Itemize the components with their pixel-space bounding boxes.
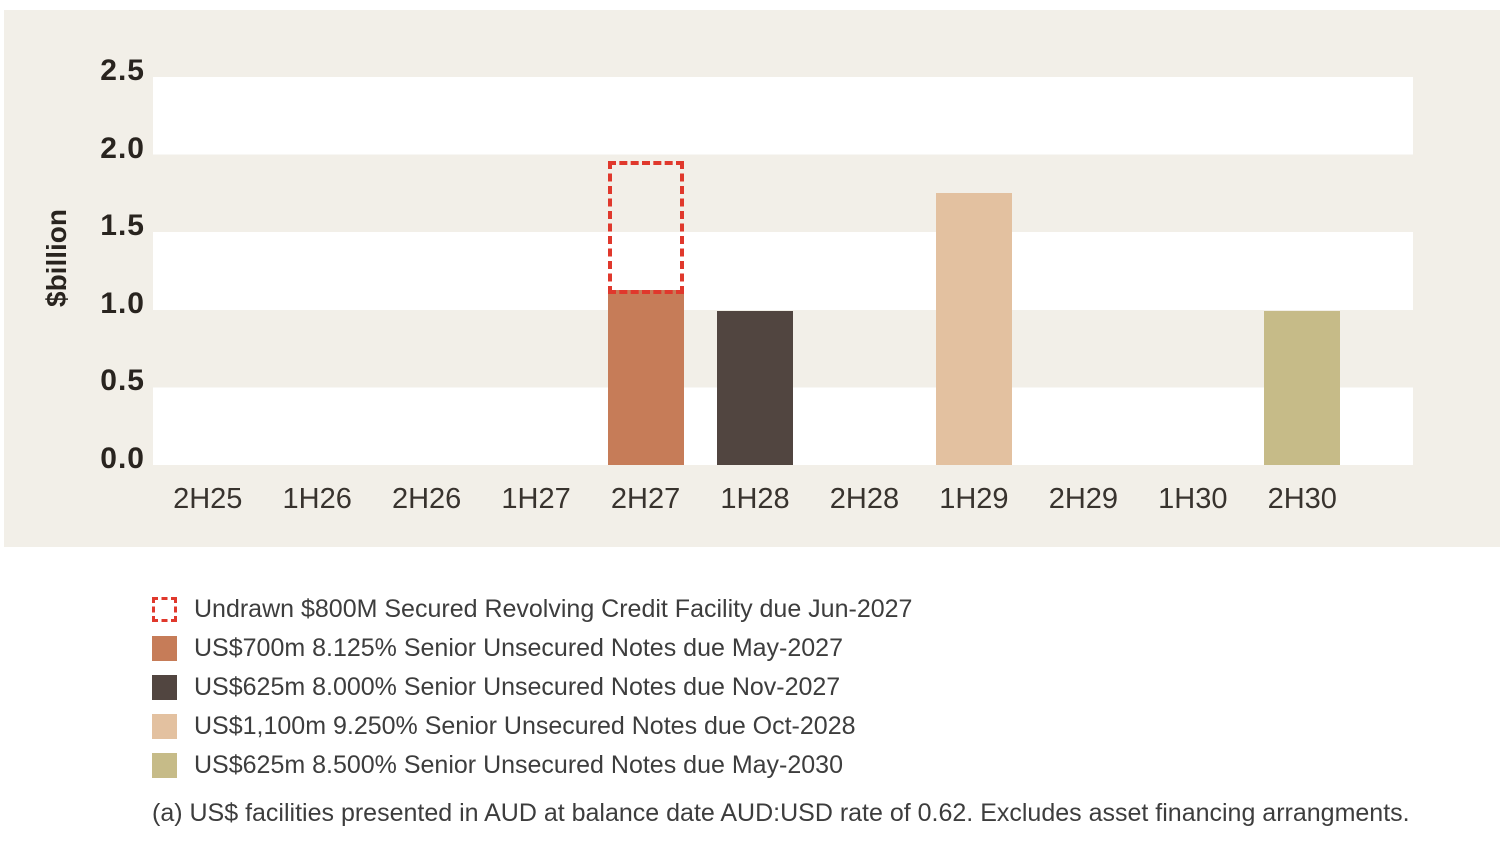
olive-swatch-icon	[152, 753, 177, 778]
legend-item-label: US$700m 8.125% Senior Unsecured Notes du…	[194, 634, 843, 662]
bar-2h27	[607, 289, 684, 465]
category-slot-2h25	[153, 77, 262, 465]
category-slot-1h26	[262, 77, 371, 465]
legend-item-label: US$1,100m 9.250% Senior Unsecured Notes …	[194, 712, 856, 740]
category-slot-2h28	[810, 77, 919, 465]
footnote: (a) US$ facilities presented in AUD at b…	[152, 799, 1410, 827]
y-axis: 2.5 2.0 1.5 1.0 0.5 0.0	[4, 10, 145, 547]
dark-brown-swatch-icon	[152, 675, 177, 700]
orange-swatch-icon	[152, 636, 177, 661]
category-slot-1h29	[919, 77, 1028, 465]
x-axis-tick-label: 2H27	[610, 483, 681, 515]
legend-item-notes-may-2027: US$700m 8.125% Senior Unsecured Notes du…	[152, 634, 912, 662]
chart-legend: Undrawn $800M Secured Revolving Credit F…	[152, 595, 913, 791]
category-slot-2h26	[372, 77, 481, 465]
category-slot-1h27	[481, 77, 590, 465]
legend-item-label: US$625m 8.500% Senior Unsecured Notes du…	[194, 751, 843, 779]
bar-1h28	[716, 311, 793, 465]
x-axis: 2H25 1H26 2H26 1H27 2H27 1H28 2H28 1H29 2H29 1H30…	[153, 483, 1357, 517]
y-axis-title: $billion	[41, 209, 72, 307]
x-axis-tick-label: 1H26	[282, 483, 352, 515]
legend-item-notes-nov-2027: US$625m 8.000% Senior Unsecured Notes du…	[152, 673, 912, 701]
legend-item-notes-may-2030: US$625m 8.500% Senior Unsecured Notes du…	[152, 751, 912, 779]
category-slot-1h30	[1138, 77, 1247, 465]
category-slot-1h28	[700, 77, 809, 465]
tan-swatch-icon	[152, 714, 177, 739]
x-axis-tick-label: 1H30	[1158, 483, 1228, 515]
legend-item-notes-oct-2028: US$1,100m 9.250% Senior Unsecured Notes …	[152, 712, 912, 740]
category-slot-2h29	[1029, 77, 1138, 465]
legend-item-label: US$625m 8.000% Senior Unsecured Notes du…	[194, 673, 841, 701]
bars-layer	[153, 77, 1357, 465]
category-slot-2h27	[591, 77, 700, 465]
legend-item-undrawn-revolver: Undrawn $800M Secured Revolving Credit F…	[152, 595, 913, 623]
undrawn-revolver-dashed-outline	[607, 161, 684, 294]
y-axis-tick-label: 0.0	[100, 442, 145, 475]
y-axis-tick-label: 1.0	[100, 286, 145, 320]
x-axis-tick-label: 1H27	[501, 483, 571, 515]
x-axis-tick-label: 2H30	[1267, 483, 1337, 515]
category-slot-2h30	[1248, 77, 1357, 465]
x-axis-tick-label: 2H28	[829, 483, 900, 515]
y-axis-tick-label: 2.0	[100, 131, 145, 165]
x-axis-tick-label: 2H26	[391, 483, 462, 515]
y-axis-tick-label: 1.5	[100, 209, 145, 243]
y-axis-tick-label: 2.5	[100, 54, 145, 87]
legend-item-label: Undrawn $800M Secured Revolving Credit F…	[194, 595, 913, 623]
dashed-red-swatch-icon	[152, 597, 177, 622]
x-axis-tick-label: 2H25	[173, 483, 243, 515]
x-axis-tick-label: 1H29	[939, 483, 1009, 515]
bar-1h29	[935, 193, 1012, 465]
bar-2h30	[1264, 311, 1341, 465]
x-axis-tick-label: 1H28	[720, 483, 790, 515]
y-axis-tick-label: 0.5	[100, 364, 145, 398]
chart-panel: 2.5 2.0 1.5 1.0 0.5 0.0 $billion 2H25 1H26 2H26…	[4, 10, 1500, 547]
x-axis-tick-label: 2H29	[1048, 483, 1119, 515]
